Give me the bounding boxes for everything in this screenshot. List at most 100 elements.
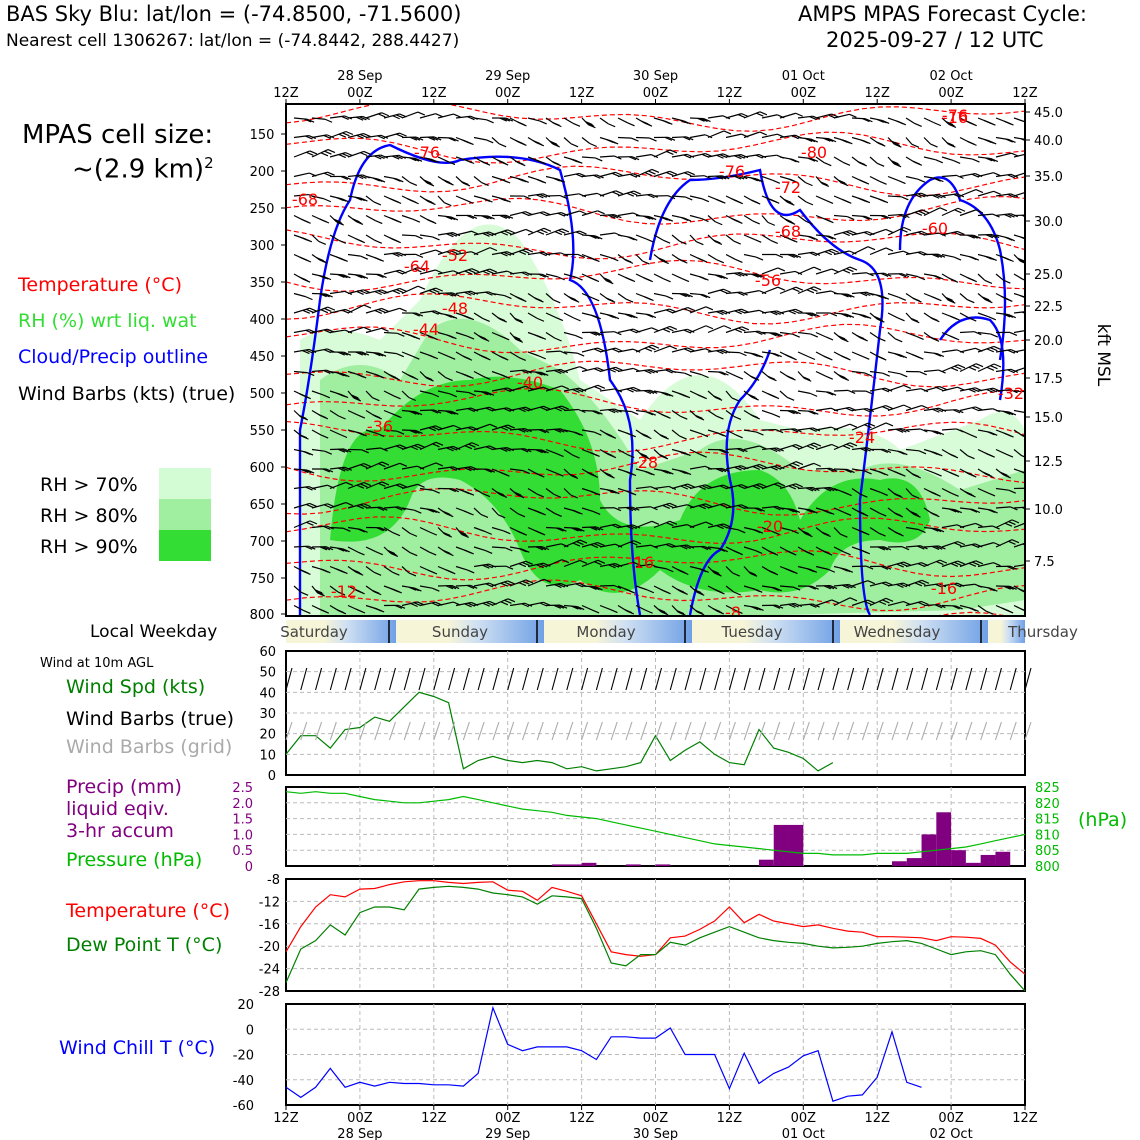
wind-barb-feather <box>340 274 348 279</box>
wind-barb-feather <box>578 387 587 392</box>
wind-barb-feather <box>538 371 546 376</box>
wind-barb <box>365 351 387 357</box>
wind-barb-staff <box>617 448 628 456</box>
wind-barb-feather <box>417 483 425 488</box>
wind-barb-feather <box>352 218 360 223</box>
wind-barb-feather <box>933 275 941 280</box>
wind-barb-feather <box>967 455 975 460</box>
wind-barb-staff <box>329 409 339 417</box>
wind-barb <box>527 405 551 412</box>
wind-barb-feather <box>467 116 475 121</box>
wind-barb <box>509 427 532 433</box>
wind-barb-feather <box>669 345 678 350</box>
wind-barb <box>959 363 984 373</box>
wind-barb-feather <box>442 510 450 515</box>
wind-barb-staff <box>959 293 968 301</box>
wind-barb <box>941 156 961 165</box>
bottom-hour-label: 12Z <box>421 1111 447 1126</box>
wind-barb-feather <box>358 351 367 356</box>
wind-barb <box>383 287 407 295</box>
wind-barb-feather <box>376 273 384 278</box>
temperature-label: -68 <box>292 190 318 209</box>
wind-barb-feather <box>783 198 792 204</box>
wind-barb-feather <box>702 294 711 299</box>
wind-barb-feather <box>933 430 942 435</box>
wind-barb <box>653 136 676 141</box>
wind-barb <box>779 351 797 361</box>
wind-barb-feather <box>372 177 380 182</box>
wind-barb-feather <box>847 389 856 394</box>
wind-barb-feather <box>430 409 439 414</box>
wind-barb-staff <box>815 268 832 275</box>
wind-barb-feather <box>649 389 658 394</box>
y-tick-label: -60 <box>233 1099 254 1114</box>
wind-barb-feather <box>502 214 511 219</box>
wind-barb-feather <box>533 509 542 514</box>
wind-barb-feather <box>447 160 456 166</box>
wind-barb-feather <box>464 510 472 515</box>
wind-barb <box>869 214 892 220</box>
wind-barb-feather <box>630 191 638 196</box>
wind-barb-feather <box>893 492 902 497</box>
wind-barb-feather <box>736 175 745 180</box>
wind-barb-feather <box>345 152 353 157</box>
wind-barb-feather <box>669 502 677 507</box>
wind-barb-feather <box>1005 411 1014 416</box>
wind-barb <box>779 286 804 295</box>
wind-barb-staff <box>815 290 832 295</box>
wind-barb-feather <box>912 297 920 302</box>
wind-barb-staff <box>833 389 849 392</box>
wind-barb <box>401 370 419 381</box>
wind-barb-feather <box>395 252 403 257</box>
top-date-label: 30 Sep <box>633 69 678 84</box>
wind-barb-feather <box>468 443 476 448</box>
wind-barb-staff <box>959 312 970 319</box>
wind-barb <box>455 268 480 275</box>
wind-barb-feather <box>971 173 980 178</box>
wind-barb-feather <box>606 280 614 285</box>
wind-barb-feather <box>594 431 602 436</box>
rh-region <box>330 376 930 593</box>
wind-barb-feather <box>837 179 846 184</box>
wind-barb-feather <box>846 215 855 221</box>
wind-barb-staff <box>671 273 683 280</box>
wind-barb-feather <box>813 286 822 291</box>
wind-barb <box>941 448 959 459</box>
wind-barb <box>689 292 711 299</box>
wind-barb-feather <box>630 236 638 241</box>
wind-barb-feather <box>699 293 708 298</box>
wind-barb <box>941 468 960 478</box>
wind-barb <box>635 327 659 334</box>
wind-barb-staff <box>419 390 432 395</box>
wind-barb-feather <box>755 256 764 261</box>
wind-barb-feather <box>518 356 526 361</box>
wind-barb-feather <box>507 424 515 429</box>
wind-barb-feather <box>917 231 926 236</box>
wind-barb-feather <box>551 142 559 147</box>
wind-barb-staff <box>923 207 941 217</box>
wind-barb <box>833 487 852 497</box>
wind-barb-feather <box>704 134 713 139</box>
wind-barb-feather <box>320 309 329 314</box>
wind-barb <box>437 292 460 297</box>
wind-barb-feather <box>750 352 759 357</box>
wind-barb-feather <box>319 293 327 298</box>
wind-barb-feather <box>917 193 926 198</box>
wind-barb-feather <box>665 503 674 508</box>
wind-barb-staff <box>509 248 527 256</box>
rh70-label: RH > 70% <box>40 474 138 496</box>
wind-barb-feather <box>882 406 890 411</box>
wind-barb-feather <box>791 428 799 433</box>
wind-barb-feather <box>632 348 641 353</box>
wind-barb-feather <box>482 270 491 275</box>
wind-barb-feather <box>412 136 421 141</box>
wind-barb-feather <box>807 509 815 514</box>
wind-barb-feather <box>536 178 544 183</box>
wind-barb-feather <box>767 392 775 398</box>
wind-barb <box>437 214 459 221</box>
wind-barb-feather <box>826 487 835 492</box>
wind-barb <box>383 444 407 451</box>
wind-barb-staff <box>491 507 499 516</box>
wind-barb <box>509 228 534 236</box>
wind-barb-staff <box>365 195 375 203</box>
